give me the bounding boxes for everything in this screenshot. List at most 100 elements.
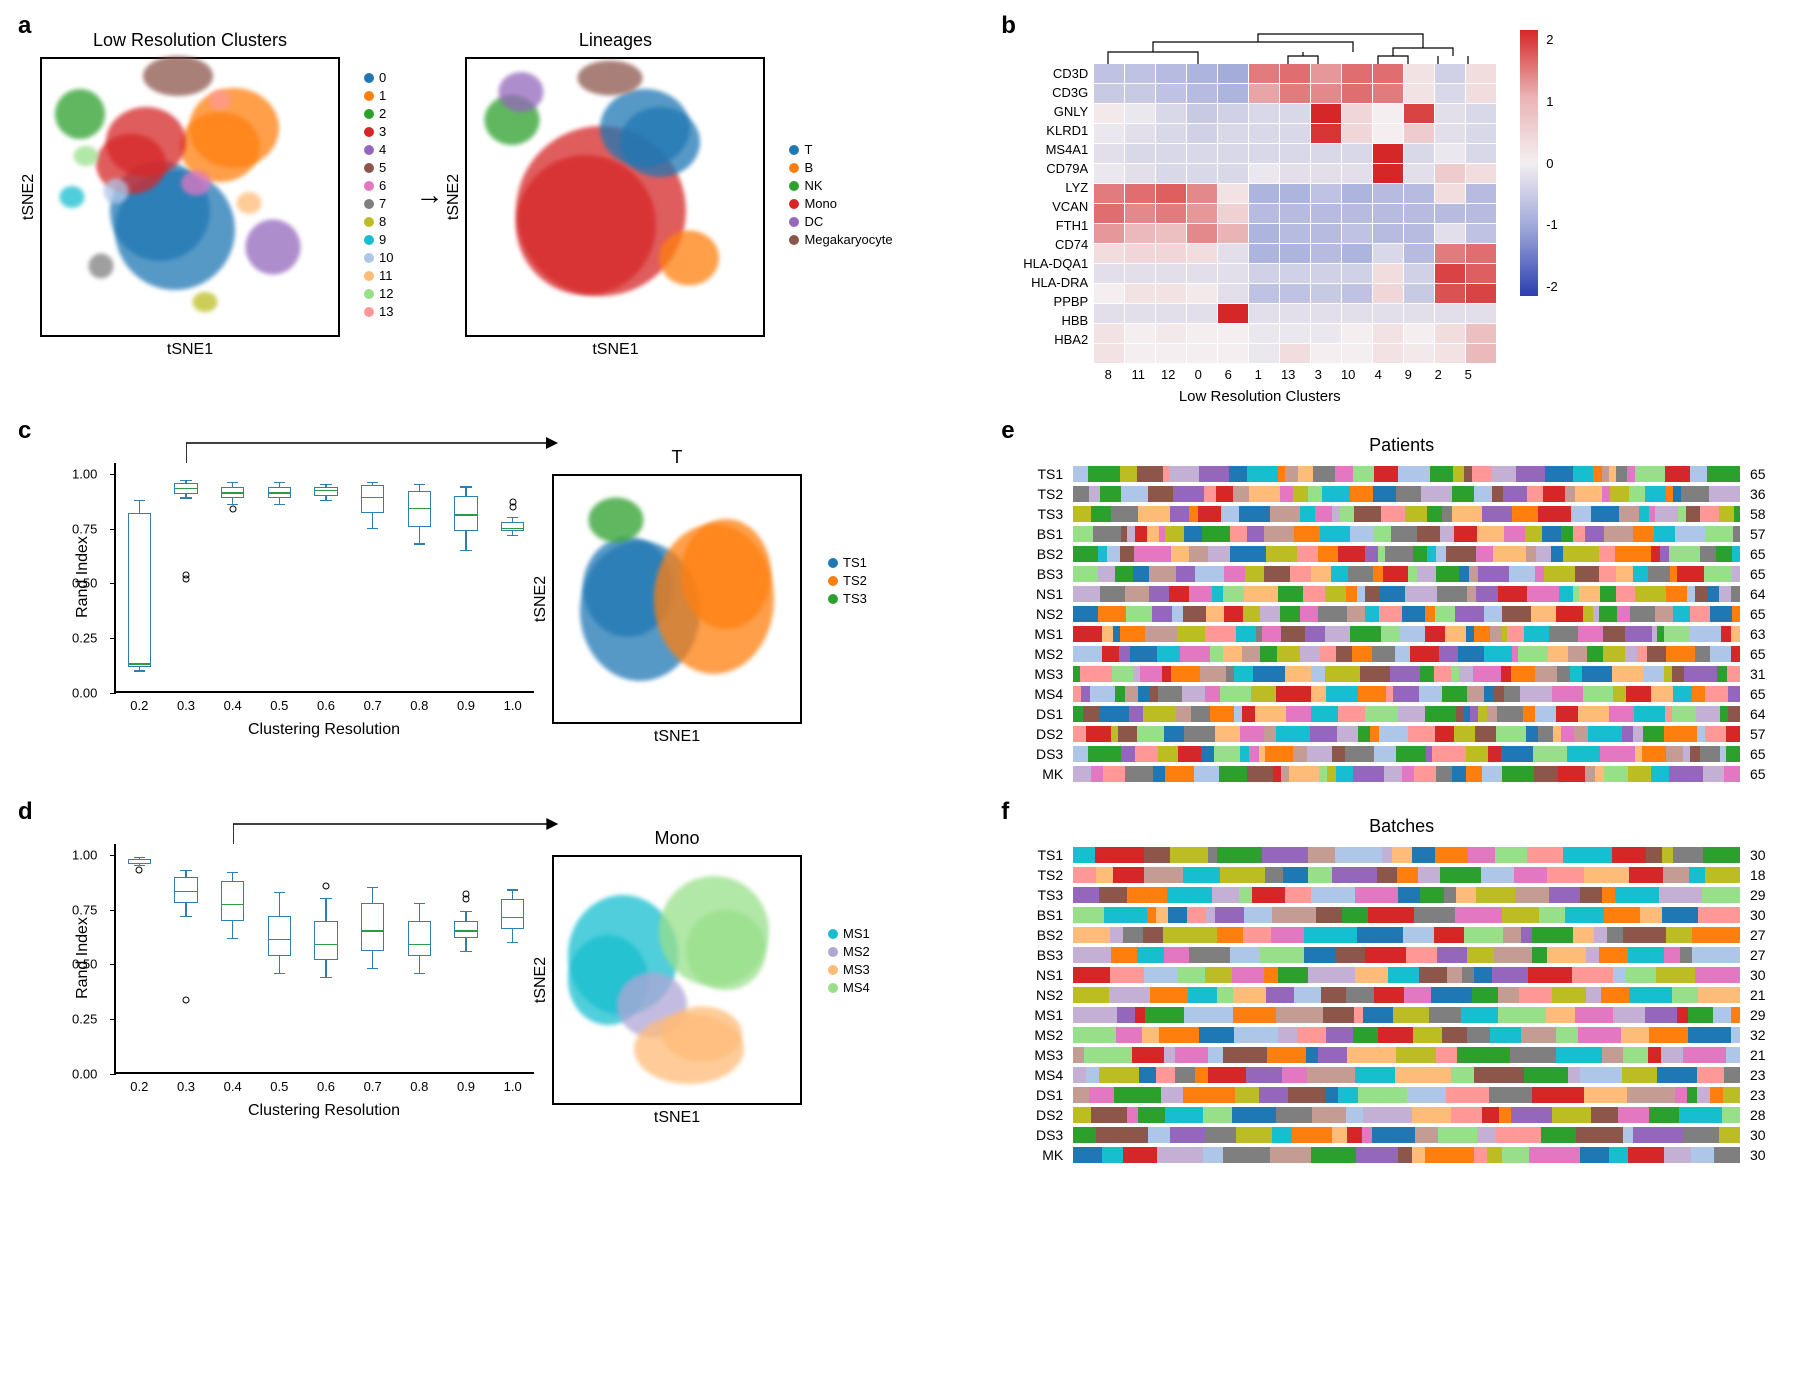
stack-segment xyxy=(1649,1027,1687,1043)
stack-segment xyxy=(1573,927,1594,943)
stack-segment xyxy=(1455,606,1484,622)
heatmap-cell xyxy=(1466,304,1496,323)
stack-segment xyxy=(1578,706,1609,722)
stack-segment xyxy=(1123,927,1142,943)
stack-segment xyxy=(1308,847,1335,863)
stack-segment xyxy=(1436,566,1460,582)
stack-segment xyxy=(1453,466,1464,482)
legend-item: Megakaryocyte xyxy=(789,232,892,247)
stack-segment xyxy=(1695,646,1710,662)
stack-row-value: 30 xyxy=(1750,967,1780,983)
stack-segment xyxy=(1425,706,1456,722)
stack-segment xyxy=(1347,606,1365,622)
stack-segment xyxy=(1621,1027,1650,1043)
stack-segment xyxy=(1538,726,1552,742)
stack-segment xyxy=(1520,686,1552,702)
stack-segment xyxy=(1223,586,1244,602)
stack-segment xyxy=(1234,1027,1278,1043)
stack-segment xyxy=(1200,666,1226,682)
stack-segment xyxy=(1073,506,1091,522)
stack-segment xyxy=(1565,486,1574,502)
stack-segment xyxy=(1398,706,1425,722)
stack-segment xyxy=(1496,726,1526,742)
stack-segment xyxy=(1677,566,1704,582)
stack-row-label: NS2 xyxy=(1023,987,1063,1003)
stack-segment xyxy=(1470,706,1478,722)
stack-segment xyxy=(1355,1067,1394,1083)
stack-segment xyxy=(1532,947,1547,963)
stack-segment xyxy=(1535,666,1557,682)
stack-segment xyxy=(1604,526,1633,542)
heatmap-cell xyxy=(1218,144,1248,163)
stack-segment xyxy=(1086,1067,1099,1083)
stack-segment xyxy=(1125,686,1137,702)
stack-segment xyxy=(1338,546,1365,562)
stack-segment xyxy=(1187,907,1206,923)
stack-segment xyxy=(1623,1047,1649,1063)
heatmap-cell xyxy=(1249,164,1279,183)
stack-segment xyxy=(1666,746,1683,762)
stack-segment xyxy=(1150,987,1187,1003)
stack-bar xyxy=(1073,847,1740,863)
stack-segment xyxy=(1264,526,1294,542)
stack-segment xyxy=(1311,1147,1356,1163)
stack-row-value: 65 xyxy=(1750,646,1780,662)
stack-segment xyxy=(1159,1027,1200,1043)
stack-segment xyxy=(1495,847,1527,863)
stack-segment xyxy=(1625,646,1637,662)
stack-segment xyxy=(1477,526,1504,542)
stack-segment xyxy=(1201,746,1214,762)
stackbar-e: TS165TS236TS358BS157BS265BS365NS164NS265… xyxy=(1023,466,1780,782)
stack-segment xyxy=(1271,927,1304,943)
stack-segment xyxy=(1575,486,1602,502)
stack-segment xyxy=(1073,686,1081,702)
stack-segment xyxy=(1404,987,1430,1003)
stack-segment xyxy=(1600,586,1616,602)
heatmap-cell xyxy=(1435,104,1465,123)
stack-segment xyxy=(1410,646,1439,662)
stack-segment xyxy=(1655,606,1674,622)
stack-row-label: BS2 xyxy=(1023,546,1063,562)
stack-segment xyxy=(1484,606,1502,622)
stack-segment xyxy=(1379,586,1405,602)
panel-label-b: b xyxy=(1001,12,1016,40)
heatmap-row-label: LYZ xyxy=(1023,178,1094,197)
stack-segment xyxy=(1576,1127,1623,1143)
stack-segment xyxy=(1233,1007,1276,1023)
stack-segment xyxy=(1710,1087,1724,1103)
stack-segment xyxy=(1446,546,1475,562)
stack-segment xyxy=(1651,766,1669,782)
stack-segment xyxy=(1331,566,1349,582)
stack-segment xyxy=(1633,526,1654,542)
legend-item: DC xyxy=(789,214,892,229)
stack-segment xyxy=(1700,546,1717,562)
stack-segment xyxy=(1346,1107,1363,1123)
heatmap-cell xyxy=(1342,84,1372,103)
stack-segment xyxy=(1116,1027,1142,1043)
stack-segment xyxy=(1436,1047,1457,1063)
stack-segment xyxy=(1346,987,1374,1003)
heatmap-cell xyxy=(1249,284,1279,303)
stack-segment xyxy=(1360,666,1390,682)
stack-segment xyxy=(1378,546,1385,562)
stack-bar xyxy=(1073,466,1740,482)
stack-segment xyxy=(1217,847,1263,863)
stack-segment xyxy=(1315,506,1331,522)
heatmap-cell xyxy=(1311,64,1341,83)
stack-segment xyxy=(1199,1027,1233,1043)
stack-segment xyxy=(1382,847,1393,863)
heatmap-cell xyxy=(1466,104,1496,123)
heatmap-cell xyxy=(1156,204,1186,223)
stack-segment xyxy=(1311,666,1325,682)
stack-segment xyxy=(1098,546,1107,562)
legend-item: 13 xyxy=(364,304,393,319)
heatmap-cell xyxy=(1404,304,1434,323)
heatmap: CD3DCD3GGNLYKLRD1MS4A1CD79ALYZVCANFTH1CD… xyxy=(1023,64,1496,363)
stack-segment xyxy=(1402,766,1414,782)
stack-segment xyxy=(1474,626,1490,642)
heatmap-cell xyxy=(1466,284,1496,303)
stack-segment xyxy=(1705,526,1733,542)
boxplot-xtick: 0.9 xyxy=(457,1079,475,1094)
heatmap-cell xyxy=(1311,284,1341,303)
stack-segment xyxy=(1651,686,1673,702)
